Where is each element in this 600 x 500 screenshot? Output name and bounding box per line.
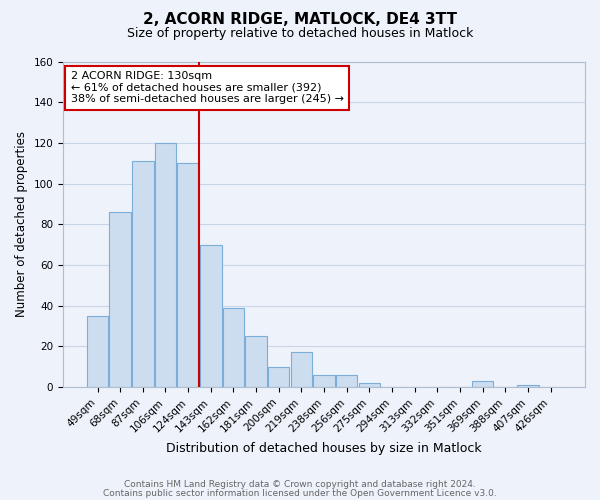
Bar [132, 161, 154, 387]
Y-axis label: Number of detached properties: Number of detached properties [15, 132, 28, 318]
Text: 2 ACORN RIDGE: 130sqm
← 61% of detached houses are smaller (392)
38% of semi-det: 2 ACORN RIDGE: 130sqm ← 61% of detached … [71, 72, 344, 104]
Bar [109, 212, 131, 387]
Bar [155, 143, 176, 387]
Bar [178, 163, 199, 387]
Text: 2, ACORN RIDGE, MATLOCK, DE4 3TT: 2, ACORN RIDGE, MATLOCK, DE4 3TT [143, 12, 457, 28]
Text: Contains HM Land Registry data © Crown copyright and database right 2024.: Contains HM Land Registry data © Crown c… [124, 480, 476, 489]
Text: Size of property relative to detached houses in Matlock: Size of property relative to detached ho… [127, 28, 473, 40]
Bar [359, 383, 380, 387]
Bar [268, 366, 289, 387]
Bar [336, 375, 358, 387]
Bar [245, 336, 267, 387]
Bar [200, 244, 221, 387]
Bar [313, 375, 335, 387]
Text: Contains public sector information licensed under the Open Government Licence v3: Contains public sector information licen… [103, 488, 497, 498]
Bar [517, 385, 539, 387]
Bar [472, 381, 493, 387]
Bar [87, 316, 108, 387]
Bar [223, 308, 244, 387]
Bar [290, 352, 312, 387]
X-axis label: Distribution of detached houses by size in Matlock: Distribution of detached houses by size … [166, 442, 482, 455]
